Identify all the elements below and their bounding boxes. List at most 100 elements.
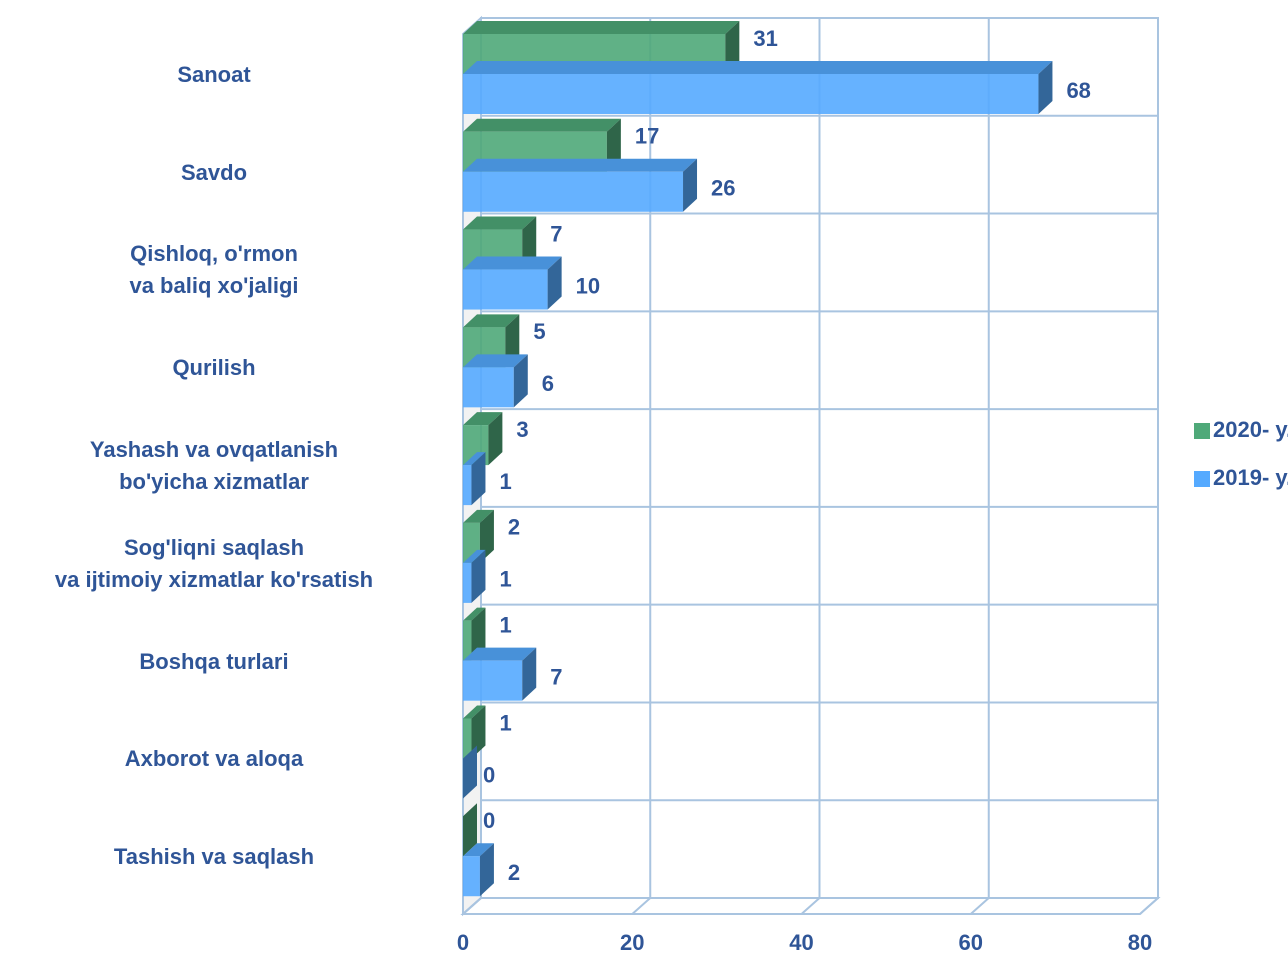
bar-end [479, 509, 494, 563]
y-tick-label: Qurilish [172, 355, 256, 381]
bar-end [479, 843, 494, 897]
bar-end [463, 745, 477, 799]
bar-end [547, 256, 562, 310]
bar-end [522, 216, 537, 270]
bar-end [471, 607, 486, 661]
data-label: 0 [483, 762, 495, 787]
y-tick-label: Yashash va ovqatlanish bo'yicha xizmatla… [89, 437, 339, 494]
y-tick-label: Sanoat [177, 61, 251, 87]
bar-top [463, 412, 503, 426]
y-tick-label: Boshqa turlari [139, 648, 289, 674]
bar-end [1038, 61, 1053, 114]
bar-end [488, 412, 503, 466]
data-label: 10 [576, 273, 600, 298]
data-label: 31 [753, 26, 777, 51]
data-label: 17 [635, 124, 659, 149]
bar [463, 745, 477, 799]
bar-top [463, 452, 486, 466]
data-label: 5 [533, 319, 545, 344]
bar [463, 256, 562, 310]
data-label: 0 [483, 808, 495, 833]
grid-line [1139, 897, 1159, 915]
bar-end [683, 158, 698, 212]
bar-front [463, 660, 523, 701]
bar-end [513, 354, 528, 408]
bar-top [463, 314, 520, 328]
legend-label: 2019- y. [1213, 465, 1288, 490]
bar-end [471, 452, 486, 506]
y-tick-label: Sog'liqni saqlash va ijtimoiy xizmatlar … [54, 534, 374, 592]
data-label: 7 [550, 221, 562, 246]
grid-line [631, 897, 651, 915]
bar-top [463, 118, 621, 132]
bar-top [463, 256, 562, 270]
bar [463, 647, 537, 701]
data-label: 1 [499, 567, 511, 592]
bar [463, 549, 486, 603]
data-label: 7 [550, 664, 562, 689]
legend-label: 2020- y. [1213, 417, 1288, 442]
bar [463, 607, 486, 661]
bar-end [471, 705, 486, 759]
y-tick-label: Savdo [180, 159, 248, 185]
bar-end [606, 118, 621, 172]
bar-front [463, 269, 548, 310]
bar [463, 61, 1053, 114]
data-label: 1 [499, 469, 511, 494]
bar [463, 803, 477, 857]
data-label: 3 [516, 417, 528, 442]
bar-end [463, 803, 477, 857]
bar-top [463, 509, 494, 523]
x-tick-label: 20 [620, 930, 644, 953]
x-tick-label: 60 [959, 930, 983, 953]
bar-top [463, 354, 528, 368]
bar-front [463, 562, 472, 603]
data-label: 6 [542, 371, 554, 396]
x-tick-label: 80 [1128, 930, 1152, 953]
bar-top [463, 61, 1053, 74]
bar-front [463, 856, 480, 897]
legend-swatch [1194, 471, 1210, 487]
x-tick-label: 40 [789, 930, 813, 953]
data-label: 2 [508, 860, 520, 885]
bar-front [463, 465, 472, 506]
bar-front [463, 718, 472, 759]
bar-end [471, 549, 486, 603]
bar-top [463, 705, 486, 719]
data-label: 1 [499, 612, 511, 637]
y-tick-label: Axborot va aloqa [124, 746, 304, 772]
grid-line [800, 897, 821, 915]
bar [463, 452, 486, 506]
bar-top [463, 647, 537, 661]
bar-front [463, 74, 1039, 114]
bar-top [463, 216, 537, 230]
bar-top [463, 549, 486, 563]
legend-swatch [1194, 423, 1210, 439]
bar-top [463, 607, 486, 621]
bar [463, 412, 503, 466]
bar-end [522, 647, 537, 701]
bar-front [463, 620, 472, 661]
grid-line [970, 897, 990, 915]
bar-top [463, 843, 494, 857]
data-label: 2 [508, 515, 520, 540]
y-tick-label: Qishloq, o'rmon va baliq xo'jaligi [129, 241, 299, 299]
bar [463, 354, 528, 408]
bar-front [463, 171, 684, 212]
bar-top [463, 21, 740, 34]
bar [463, 705, 486, 759]
bar-top [463, 158, 698, 172]
bar [463, 509, 494, 563]
data-label: 1 [499, 710, 511, 735]
bar-end [725, 21, 740, 74]
bar [463, 843, 494, 897]
data-label: 26 [711, 176, 735, 201]
grid-line [462, 897, 482, 915]
bar-front [463, 367, 514, 408]
data-label: 68 [1066, 78, 1090, 103]
x-tick-label: 0 [457, 930, 469, 953]
bar [463, 158, 698, 212]
y-tick-label: Tashish va saqlash [113, 844, 315, 870]
